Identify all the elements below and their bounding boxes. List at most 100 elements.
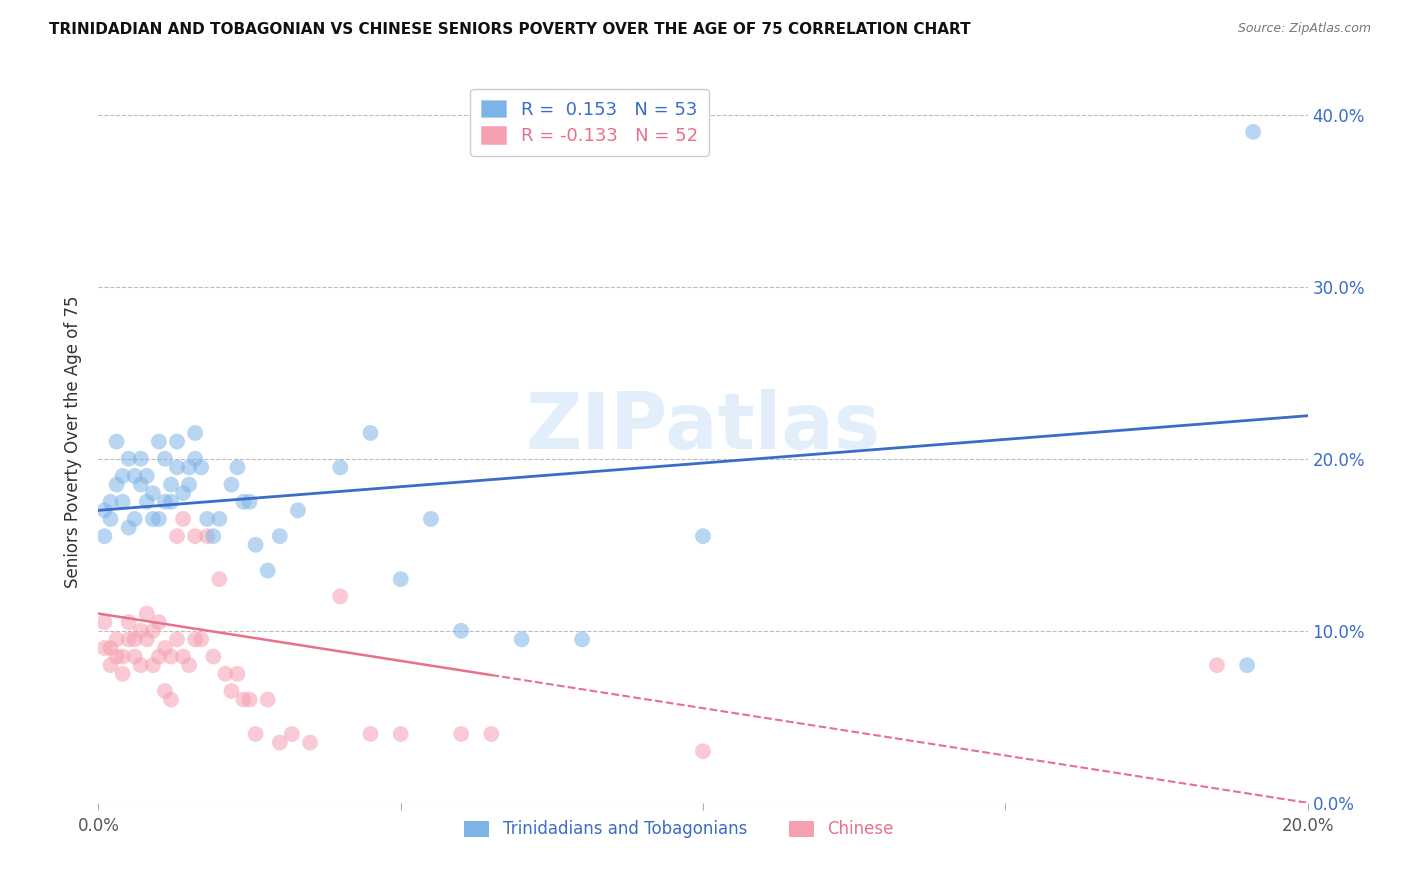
Point <box>256 692 278 706</box>
Point <box>93 640 115 655</box>
Point <box>129 451 152 466</box>
Point <box>179 477 201 491</box>
Text: ZIPatlas: ZIPatlas <box>526 389 880 465</box>
Point <box>148 615 170 630</box>
Point <box>179 460 201 475</box>
Point <box>129 477 152 491</box>
Point <box>184 425 207 440</box>
Legend: Trinidadians and Tobagonians, Chinese: Trinidadians and Tobagonians, Chinese <box>457 814 900 845</box>
Point <box>281 727 304 741</box>
Point <box>184 632 207 647</box>
Point <box>202 529 225 543</box>
Point <box>118 451 141 466</box>
Point <box>195 529 218 543</box>
Point <box>221 477 243 491</box>
Point <box>105 632 128 647</box>
Point <box>148 434 170 449</box>
Point <box>1236 658 1258 673</box>
Point <box>100 658 122 673</box>
Point <box>160 494 183 508</box>
Point <box>118 632 141 647</box>
Point <box>153 640 176 655</box>
Point <box>389 727 412 741</box>
Point <box>129 624 152 638</box>
Point <box>269 529 291 543</box>
Point <box>93 529 115 543</box>
Point <box>208 512 231 526</box>
Point <box>450 727 472 741</box>
Point <box>124 512 146 526</box>
Point <box>1241 125 1264 139</box>
Point <box>184 529 207 543</box>
Point <box>124 632 146 647</box>
Point <box>184 451 207 466</box>
Point <box>389 572 412 586</box>
Point <box>166 632 188 647</box>
Point <box>160 649 183 664</box>
Point <box>232 494 254 508</box>
Y-axis label: Seniors Poverty Over the Age of 75: Seniors Poverty Over the Age of 75 <box>65 295 83 588</box>
Point <box>420 512 443 526</box>
Point <box>93 615 115 630</box>
Point <box>142 512 165 526</box>
Point <box>226 666 249 681</box>
Point <box>111 469 134 483</box>
Text: TRINIDADIAN AND TOBAGONIAN VS CHINESE SENIORS POVERTY OVER THE AGE OF 75 CORRELA: TRINIDADIAN AND TOBAGONIAN VS CHINESE SE… <box>49 22 970 37</box>
Point <box>1206 658 1229 673</box>
Point <box>166 529 188 543</box>
Point <box>93 503 115 517</box>
Point <box>153 494 176 508</box>
Point <box>692 529 714 543</box>
Point <box>245 538 267 552</box>
Point <box>172 486 194 500</box>
Point <box>135 607 157 621</box>
Point <box>142 486 165 500</box>
Point <box>172 512 194 526</box>
Point <box>214 666 236 681</box>
Point <box>239 494 262 508</box>
Point <box>329 460 352 475</box>
Point <box>221 684 243 698</box>
Point <box>118 520 141 534</box>
Point <box>287 503 309 517</box>
Point <box>124 469 146 483</box>
Point <box>105 477 128 491</box>
Point <box>100 512 122 526</box>
Point <box>232 692 254 706</box>
Point <box>100 494 122 508</box>
Point <box>129 658 152 673</box>
Point <box>245 727 267 741</box>
Point <box>360 425 382 440</box>
Point <box>135 632 157 647</box>
Point <box>299 735 322 749</box>
Point <box>190 460 212 475</box>
Point <box>166 460 188 475</box>
Point <box>692 744 714 758</box>
Point <box>135 469 157 483</box>
Point <box>142 624 165 638</box>
Text: Source: ZipAtlas.com: Source: ZipAtlas.com <box>1237 22 1371 36</box>
Point <box>160 692 183 706</box>
Point <box>148 512 170 526</box>
Point <box>111 649 134 664</box>
Point <box>481 727 503 741</box>
Point <box>510 632 533 647</box>
Point <box>124 649 146 664</box>
Point <box>135 494 157 508</box>
Point <box>360 727 382 741</box>
Point <box>148 649 170 664</box>
Point <box>111 666 134 681</box>
Point <box>239 692 262 706</box>
Point <box>105 434 128 449</box>
Point <box>269 735 291 749</box>
Point <box>111 494 134 508</box>
Point <box>450 624 472 638</box>
Point <box>329 590 352 604</box>
Point <box>202 649 225 664</box>
Point <box>100 640 122 655</box>
Point <box>226 460 249 475</box>
Point <box>105 649 128 664</box>
Point <box>153 451 176 466</box>
Point <box>179 658 201 673</box>
Point <box>118 615 141 630</box>
